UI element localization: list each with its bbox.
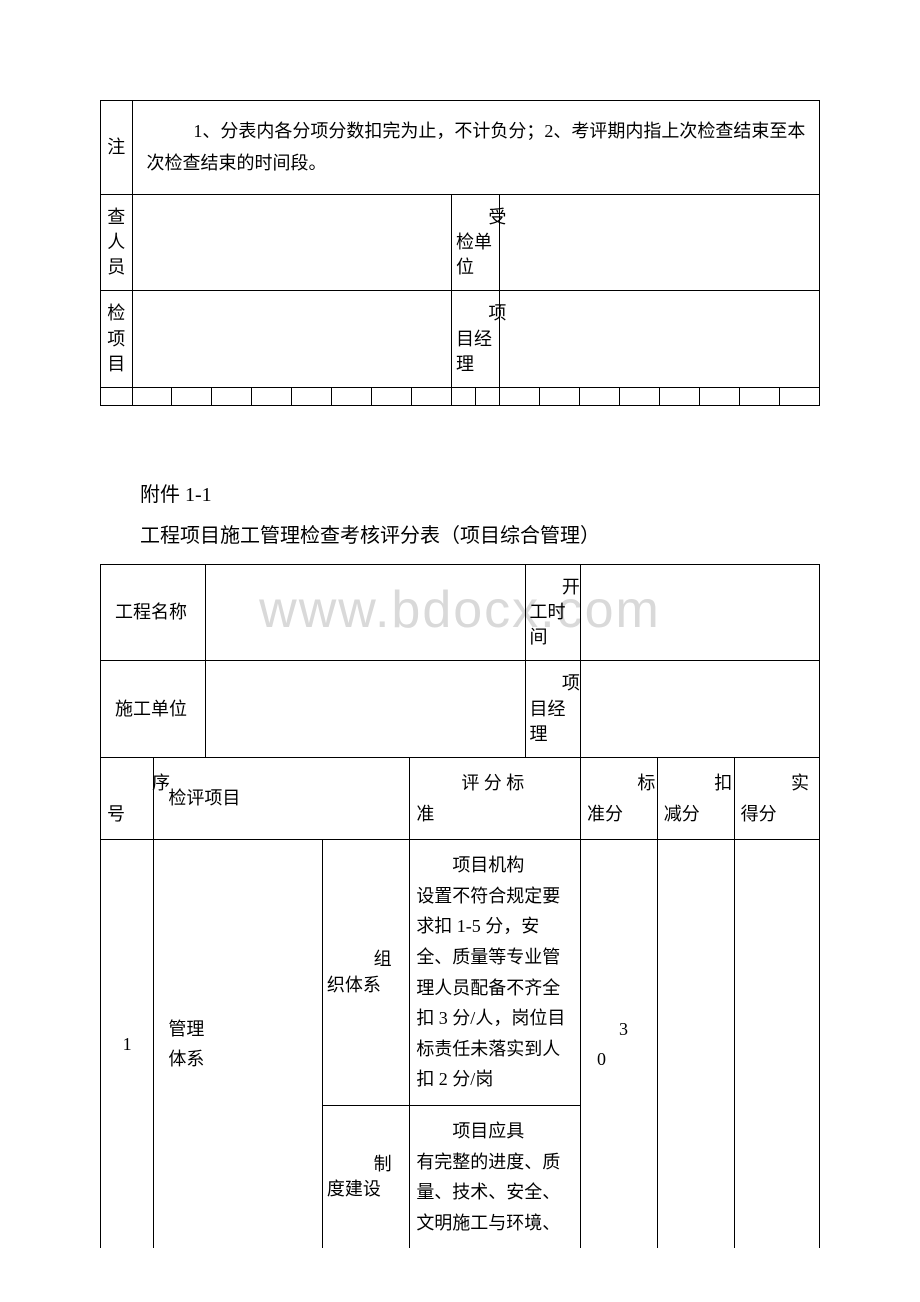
table1-inspect-item-row: 检项目 项目经理 bbox=[101, 291, 820, 388]
page-content: 注 1、分表内各分项分数扣完为止，不计负分；2、考评期内指上次检查结束至本次检查… bbox=[0, 0, 920, 1288]
inspectors-label: 查人员 bbox=[101, 194, 133, 291]
table2-title: 工程项目施工管理检查考核评分表（项目综合管理） bbox=[140, 519, 820, 548]
table1-note-row: 注 1、分表内各分项分数扣完为止，不计负分；2、考评期内指上次检查结束至本次检查… bbox=[101, 101, 820, 195]
t2-row-project-name: 工程名称 开工时间 bbox=[101, 564, 820, 661]
inspect-item-value bbox=[132, 291, 452, 388]
pm-label: 项目经理 bbox=[452, 291, 500, 388]
construction-unit-label: 施工单位 bbox=[101, 661, 206, 758]
table2: 工程名称 开工时间 施工单位 项目经理 序 号 检评项目 评 分 标 准 bbox=[100, 564, 820, 1248]
item-1: 管理 体系 bbox=[154, 840, 323, 1249]
inspectors-value bbox=[132, 194, 452, 291]
start-time-value bbox=[581, 564, 820, 661]
table1-inspectors-row: 查人员 受检单位 bbox=[101, 194, 820, 291]
t2-row-construction-unit: 施工单位 项目经理 bbox=[101, 661, 820, 758]
ded-header: 扣 减分 bbox=[657, 758, 734, 840]
criteria-1-1: 项目机构设置不符合规定要求扣 1-5 分，安全、质量等专业管理人员配备不齐全扣 … bbox=[410, 840, 581, 1106]
t2-data-row-1a: 1 管理 体系 组织体系 项目机构设置不符合规定要求扣 1-5 分，安全、质量等… bbox=[101, 840, 820, 1106]
start-time-label: 开工时间 bbox=[525, 564, 580, 661]
construction-unit-value bbox=[205, 661, 525, 758]
eval-item-header: 检评项目 bbox=[154, 758, 410, 840]
table1-tiny-row bbox=[101, 387, 820, 405]
pm-label-2: 项目经理 bbox=[525, 661, 580, 758]
std-header: 标 准分 bbox=[581, 758, 658, 840]
act-header: 实 得分 bbox=[734, 758, 819, 840]
subitem-1-2: 制度建设 bbox=[322, 1105, 409, 1248]
act-1 bbox=[734, 840, 819, 1249]
attachment-label: 附件 1-1 bbox=[140, 478, 820, 507]
criteria-header: 评 分 标 准 bbox=[410, 758, 581, 840]
note-text: 1、分表内各分项分数扣完为止，不计负分；2、考评期内指上次检查结束至本次检查结束… bbox=[132, 101, 819, 195]
table1: 注 1、分表内各分项分数扣完为止，不计负分；2、考评期内指上次检查结束至本次检查… bbox=[100, 100, 820, 406]
ded-1 bbox=[657, 840, 734, 1249]
criteria-1-2: 项目应具有完整的进度、质量、技术、安全、文明施工与环境、 bbox=[410, 1105, 581, 1248]
inspected-unit-value bbox=[500, 194, 820, 291]
t2-header-row: 序 号 检评项目 评 分 标 准 标 准分 扣 减分 实 得分 bbox=[101, 758, 820, 840]
project-name-label: 工程名称 bbox=[101, 564, 206, 661]
seq-header: 序 号 bbox=[101, 758, 154, 840]
pm-value-2 bbox=[581, 661, 820, 758]
pm-value bbox=[500, 291, 820, 388]
subitem-1-1: 组织体系 bbox=[322, 840, 409, 1106]
inspected-unit-label: 受检单位 bbox=[452, 194, 500, 291]
seq-1: 1 bbox=[101, 840, 154, 1249]
std-1: 3 0 bbox=[581, 840, 658, 1249]
project-name-value bbox=[205, 564, 525, 661]
inspect-item-label: 检项目 bbox=[101, 291, 133, 388]
note-label: 注 bbox=[101, 101, 133, 195]
